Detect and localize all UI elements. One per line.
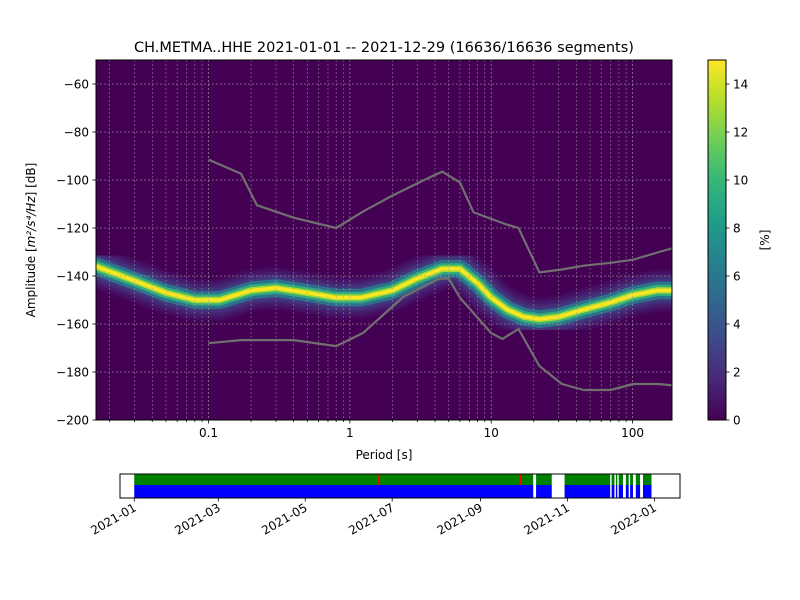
colorbar-ticks: 0 2 4 6 8 10 12 14 [726,77,748,427]
coverage-gap [623,474,626,498]
coverage-gap [533,474,537,498]
x-tick-label: 100 [621,426,644,440]
main-plot: 0.1 1 10 100 −60 −80 −100 −120 −140 −160 −180 −200 [56,59,673,440]
noise-model-lines [208,158,672,392]
y-tick-label: −140 [56,269,89,283]
y-tick-label: −200 [56,413,89,427]
y-axis-label-unit: m²/s⁴/Hz [24,196,38,248]
y-axis-label-end: ] [dB] [24,163,38,197]
low-noise-model-line [208,277,672,392]
y-tick-label: −100 [56,173,89,187]
high-noise-model-line [208,158,672,274]
y-axis-ticks: −60 −80 −100 −120 −140 −160 −180 −200 [56,77,96,427]
coverage-gap [610,474,612,498]
colorbar-tick-label: 8 [733,221,741,235]
timeline-tick-label: 2021-05 [259,500,309,537]
colorbar-tick-label: 0 [733,413,741,427]
coverage-gap [628,474,631,498]
colorbar-tick-label: 10 [733,173,748,187]
timeline-bars [134,474,652,498]
chart-title: CH.METMA..HHE 2021-01-01 -- 2021-12-29 (… [134,40,634,56]
y-tick-label: −60 [64,77,89,91]
timeline-frame [119,473,681,499]
x-tick-label: 10 [484,426,499,440]
y-tick-label: −80 [64,125,89,139]
y-tick-label: −180 [56,365,89,379]
timeline-tick-label: 2021-09 [435,500,485,537]
coverage-gap [551,474,565,498]
colorbar-label: [%] [758,230,772,251]
x-tick-label: 0.1 [199,426,218,440]
plot-background [96,60,672,420]
coverage-timeline: 2021-01 2021-03 2021-05 2021-07 2021-09 2021-… [88,473,681,538]
density-heatmap [96,247,672,339]
colorbar-tick-label: 14 [733,77,748,91]
colorbar-tick-label: 12 [733,125,748,139]
timeline-tick-label: 2021-01 [88,500,138,537]
y-tick-label: −120 [56,221,89,235]
x-grid-lines [109,60,633,420]
colorbar: 0 2 4 6 8 10 12 14 [%] [707,59,772,427]
colorbar-gradient [707,59,727,421]
density-band-5 [96,264,672,321]
colorbar-tick-label: 2 [733,365,741,379]
y-tick-label: −160 [56,317,89,331]
colorbar-tick-label: 6 [733,269,741,283]
y-grid-lines [96,83,672,420]
timeline-ticks: 2021-01 2021-03 2021-05 2021-07 2021-09 2021-… [88,498,659,538]
timeline-marker [519,474,522,485]
x-axis-label: Period [s] [356,448,413,462]
y-axis-label: Amplitude [m²/s⁴/Hz] [dB] [24,163,38,318]
coverage-gap [640,474,643,498]
x-axis-ticks: 0.1 1 10 100 [109,420,644,440]
coverage-gap [614,474,616,498]
timeline-tick-label: 2021-11 [522,500,572,537]
y-axis-label-main: Amplitude [ [24,247,38,317]
timeline-tick-label: 2021-07 [346,500,396,537]
timeline-marker [377,474,379,485]
data-coverage-bar [134,485,652,498]
x-tick-label: 1 [346,426,354,440]
timeline-tick-label: 2022-01 [608,500,658,537]
coverage-gap [632,474,636,498]
quality-bar [134,474,652,485]
colorbar-tick-label: 4 [733,317,741,331]
timeline-tick-label: 2021-03 [172,500,222,537]
coverage-gap [617,474,619,498]
plot-frame [95,59,673,421]
